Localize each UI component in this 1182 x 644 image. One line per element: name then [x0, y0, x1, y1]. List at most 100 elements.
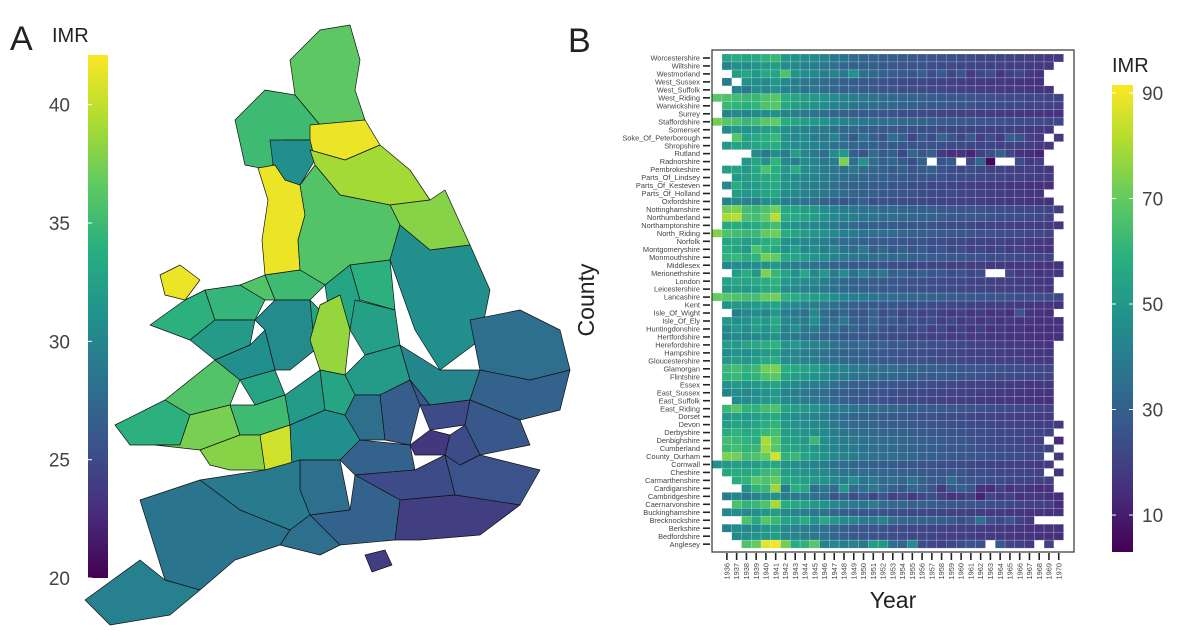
- heatmap-cell: [907, 276, 918, 286]
- heatmap-cell: [809, 245, 820, 254]
- heatmap-cell: [1014, 133, 1025, 142]
- heatmap-cell: [955, 276, 967, 286]
- heatmap-cell: [907, 245, 918, 254]
- heatmap-cell: [907, 197, 918, 206]
- heatmap-cell: [955, 292, 967, 302]
- heatmap-cell: [829, 109, 840, 119]
- heatmap-cell: [946, 388, 957, 397]
- heatmap-cell: [926, 53, 937, 63]
- heatmap-cell: [1034, 523, 1045, 533]
- heatmap-cell: [926, 117, 937, 126]
- heatmap-cell: [721, 412, 733, 421]
- heatmap-cell: [829, 492, 840, 501]
- heatmap-cell: [799, 69, 811, 79]
- heatmap-cell: [1034, 165, 1045, 174]
- heatmap-cell: [809, 516, 820, 525]
- heatmap-cell: [897, 93, 908, 103]
- heatmap-cell: [1053, 523, 1064, 533]
- heatmap-cell: [819, 157, 830, 166]
- county-label: Anglesey: [670, 540, 701, 549]
- heatmap-cell: [975, 93, 986, 103]
- county-label: Merionethshire: [651, 269, 700, 278]
- heatmap-cell: [868, 412, 879, 421]
- heatmap-cell: [995, 356, 1006, 366]
- heatmap-cell: [1034, 452, 1045, 461]
- heatmap-cell: [907, 117, 918, 126]
- heatmap-cell: [877, 197, 889, 206]
- heatmap-cell: [1004, 300, 1016, 310]
- county-label: North_Riding: [657, 229, 700, 238]
- map-legend-tick-label: 40: [49, 96, 70, 117]
- county-label: Essex: [680, 380, 700, 389]
- heatmap-cell: [926, 388, 937, 397]
- heatmap-cell: [965, 268, 977, 278]
- heatmap-cell: [936, 380, 947, 389]
- heatmap-cell: [1004, 324, 1016, 334]
- heatmap-cell: [799, 348, 811, 358]
- heatmap-cell: [965, 380, 977, 389]
- heatmap-cell: [741, 173, 752, 182]
- heatmap-cell: [741, 396, 752, 405]
- heatmap-cell: [975, 300, 986, 310]
- county-label: Leicestershire: [654, 285, 700, 294]
- heatmap-cell: [858, 340, 869, 350]
- heatmap-cell: [760, 292, 772, 302]
- heatmap-cell: [799, 508, 811, 517]
- heatmap-cell: [770, 253, 781, 262]
- heatmap-cell: [799, 260, 811, 270]
- heatmap-cell: [936, 484, 947, 493]
- heatmap-cell: [975, 332, 986, 342]
- heatmap-cell: [887, 444, 898, 453]
- heatmap-cell: [926, 237, 937, 246]
- heatmap-cell: [741, 85, 752, 95]
- heatmap-cell: [1004, 205, 1016, 214]
- heatmap-cell: [858, 356, 869, 366]
- heatmap-cell: [946, 364, 957, 374]
- heatmap-cell: [1024, 324, 1035, 334]
- heatmap-cell: [780, 364, 791, 374]
- heatmap-cell: [907, 93, 918, 103]
- heatmap-cell: [887, 205, 898, 214]
- heatmap-cell: [926, 197, 937, 206]
- heatmap-cell: [780, 500, 791, 509]
- heatmap-cell: [975, 253, 986, 262]
- heatmap-cell: [985, 237, 996, 246]
- heatmap-cell: [829, 404, 840, 413]
- heatmap-legend-tick-label: 10: [1142, 506, 1163, 527]
- heatmap-cell: [926, 300, 937, 310]
- heatmap-cell: [946, 133, 957, 142]
- heatmap-cell: [809, 101, 820, 111]
- heatmap-cell: [877, 276, 889, 286]
- heatmap-cell: [1034, 276, 1045, 286]
- heatmap-cell: [1024, 292, 1035, 302]
- heatmap-cell: [897, 117, 908, 126]
- heatmap-cell: [897, 436, 908, 445]
- heatmap-cell: [838, 197, 850, 206]
- heatmap-cell: [790, 205, 801, 214]
- heatmap-cell: [1024, 221, 1035, 230]
- heatmap-cell: [907, 412, 918, 421]
- heatmap-cell: [838, 412, 850, 421]
- heatmap-cell: [907, 316, 918, 326]
- heatmap-cell: [1004, 412, 1016, 421]
- heatmap-cell: [887, 428, 898, 437]
- heatmap-cell: [751, 276, 762, 286]
- heatmap-cell: [877, 412, 889, 421]
- heatmap-cell: [770, 93, 781, 103]
- heatmap-cell: [1034, 404, 1045, 413]
- heatmap-cell: [1043, 165, 1055, 174]
- heatmap-cell: [751, 205, 762, 214]
- heatmap-cell: [985, 181, 996, 190]
- heatmap-cell: [809, 300, 820, 310]
- heatmap-cell: [946, 125, 957, 134]
- heatmap-cell: [848, 468, 859, 477]
- heatmap-cell: [887, 300, 898, 310]
- heatmap-cell: [897, 420, 908, 429]
- heatmap-cell: [897, 348, 908, 358]
- heatmap-cell: [936, 165, 947, 174]
- heatmap-cell: [780, 237, 791, 246]
- heatmap-cell: [955, 149, 967, 158]
- heatmap-cell: [1043, 181, 1055, 190]
- heatmap-cell: [848, 165, 859, 174]
- heatmap-cell: [946, 516, 957, 525]
